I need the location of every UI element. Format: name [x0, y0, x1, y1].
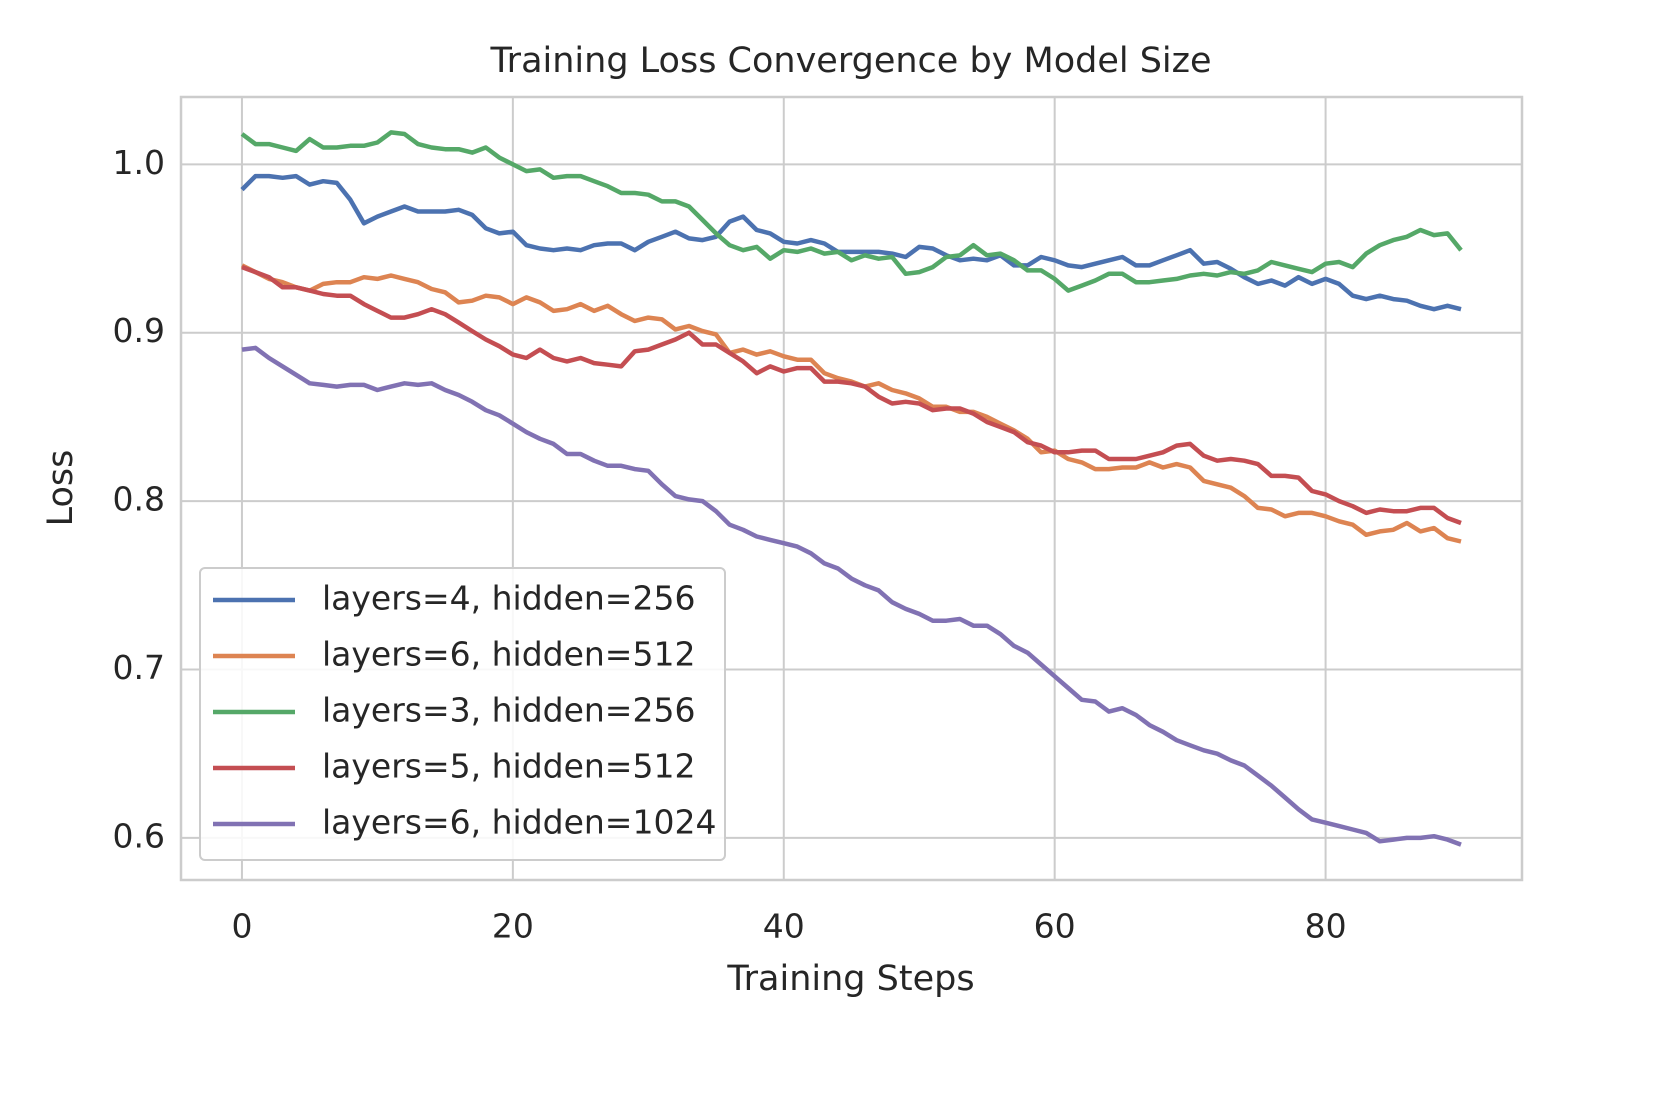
x-tick-label: 40 — [763, 907, 805, 946]
series-line — [241, 264, 1462, 526]
x-tick-label: 60 — [1034, 907, 1076, 946]
legend-label: layers=5, hidden=512 — [322, 747, 695, 786]
series-line — [240, 263, 1462, 544]
series-line — [240, 173, 1462, 312]
y-tick-label: 0.8 — [113, 480, 165, 519]
chart-title: Training Loss Convergence by Model Size — [489, 41, 1211, 81]
x-tick-label: 20 — [492, 907, 534, 946]
series-line — [241, 345, 1462, 847]
y-tick-label: 0.6 — [113, 816, 165, 855]
plot-frame — [179, 95, 1524, 882]
x-axis-label: Training Steps — [726, 959, 974, 999]
legend-box — [199, 567, 726, 861]
y-tick-label: 0.9 — [113, 311, 165, 350]
legend-label: layers=4, hidden=256 — [322, 579, 695, 618]
x-tick-label: 80 — [1305, 907, 1347, 946]
legend-label: layers=6, hidden=512 — [322, 635, 695, 674]
legend: layers=4, hidden=256 layers=6, hidden=512… — [199, 567, 726, 861]
series-line — [240, 130, 1463, 293]
y-tick-label: 0.7 — [113, 648, 165, 687]
legend-label: layers=3, hidden=256 — [322, 691, 695, 730]
y-axis-label: Loss — [41, 450, 81, 527]
legend-label: layers=6, hidden=1024 — [322, 803, 716, 842]
y-tick-label: 1.0 — [113, 143, 165, 182]
x-tick-label: 0 — [231, 907, 252, 946]
